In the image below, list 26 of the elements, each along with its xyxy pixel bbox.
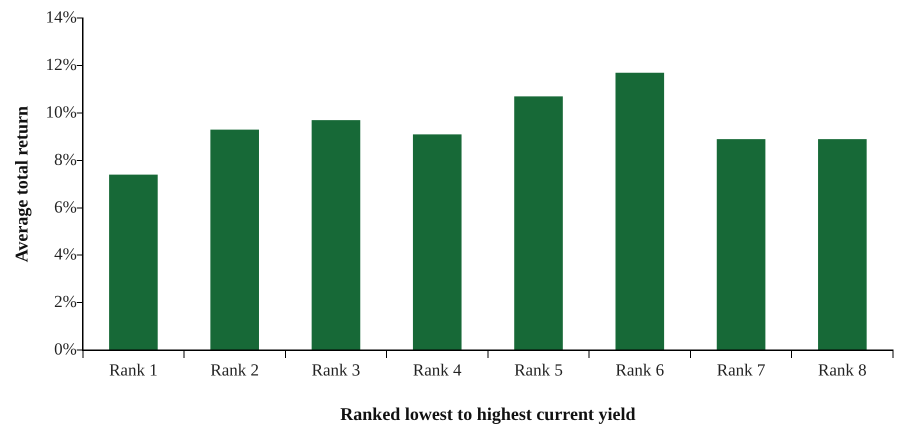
bar [210,130,259,350]
x-tick-label: Rank 1 [109,360,158,380]
bar [109,174,158,350]
y-tick-label: 4% [54,244,77,264]
y-tick-label: 6% [54,197,77,216]
x-tick-label: Rank 6 [615,360,664,380]
bar [312,120,360,350]
bar [716,139,766,350]
x-tick-label: Rank 3 [312,360,360,380]
bar [615,72,664,350]
bar [818,139,867,350]
x-tick-label: Rank 4 [412,360,462,380]
y-tick-label: 10% [46,102,77,122]
x-tick-label: Rank 8 [818,360,867,380]
x-tick-label: Rank 7 [716,360,766,380]
y-tick-label: 14% [46,8,77,27]
bar [514,96,563,350]
bar [412,134,462,350]
x-tick-label: Rank 5 [514,360,563,380]
x-axis-title: Ranked lowest to highest current yield [340,404,636,424]
x-tick-label: Rank 2 [210,360,259,380]
y-tick-label: 0% [54,339,77,358]
y-tick-label: 12% [46,55,77,74]
y-tick-label: 2% [54,292,77,312]
y-tick-label: 8% [54,150,77,169]
y-axis-title: Average total return [11,106,32,262]
